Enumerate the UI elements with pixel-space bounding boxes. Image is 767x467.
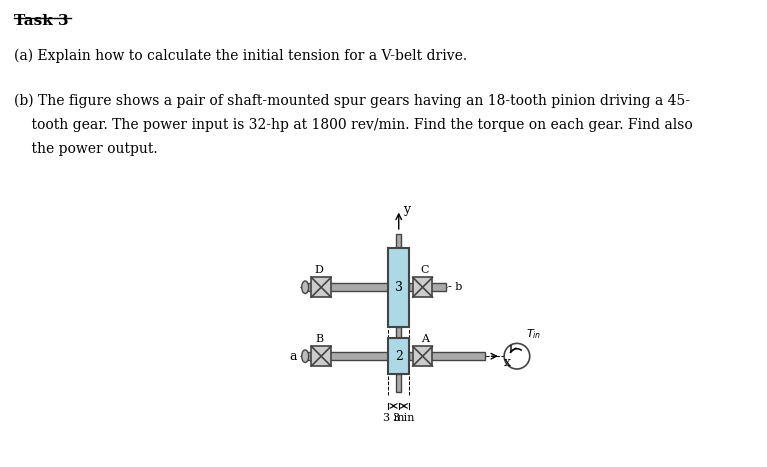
Text: B: B xyxy=(315,334,323,344)
Bar xyxy=(409,352,485,361)
Ellipse shape xyxy=(301,350,308,362)
Text: tooth gear. The power input is 32-hp at 1800 rev/min. Find the torque on each ge: tooth gear. The power input is 32-hp at … xyxy=(14,118,693,132)
Bar xyxy=(388,339,409,374)
Bar xyxy=(397,234,401,248)
Text: (b) The figure shows a pair of shaft-mounted spur gears having an 18-tooth pinio: (b) The figure shows a pair of shaft-mou… xyxy=(14,93,690,108)
Text: - b: - b xyxy=(449,282,463,292)
Bar xyxy=(397,326,401,339)
Bar xyxy=(311,277,331,297)
Text: 2: 2 xyxy=(395,350,403,363)
Bar xyxy=(413,347,433,366)
Text: 3 in: 3 in xyxy=(393,413,415,423)
Bar xyxy=(409,283,446,291)
Bar xyxy=(305,352,388,361)
Text: a: a xyxy=(289,350,297,363)
Text: C: C xyxy=(420,265,429,276)
Text: (a) Explain how to calculate the initial tension for a V-belt drive.: (a) Explain how to calculate the initial… xyxy=(14,49,467,64)
Text: A: A xyxy=(420,334,429,344)
Bar xyxy=(413,277,433,297)
Bar xyxy=(305,283,388,291)
Text: y: y xyxy=(403,203,410,216)
Bar xyxy=(311,347,331,366)
Text: x: x xyxy=(504,356,511,369)
Text: D: D xyxy=(314,265,324,276)
Text: the power output.: the power output. xyxy=(14,142,157,156)
Ellipse shape xyxy=(301,281,308,294)
Text: $T_{in}$: $T_{in}$ xyxy=(526,328,542,341)
Bar xyxy=(397,374,401,392)
Text: Task 3: Task 3 xyxy=(14,14,68,28)
Bar xyxy=(388,248,409,326)
Text: 3 in: 3 in xyxy=(383,413,404,423)
Text: 3: 3 xyxy=(395,281,403,294)
